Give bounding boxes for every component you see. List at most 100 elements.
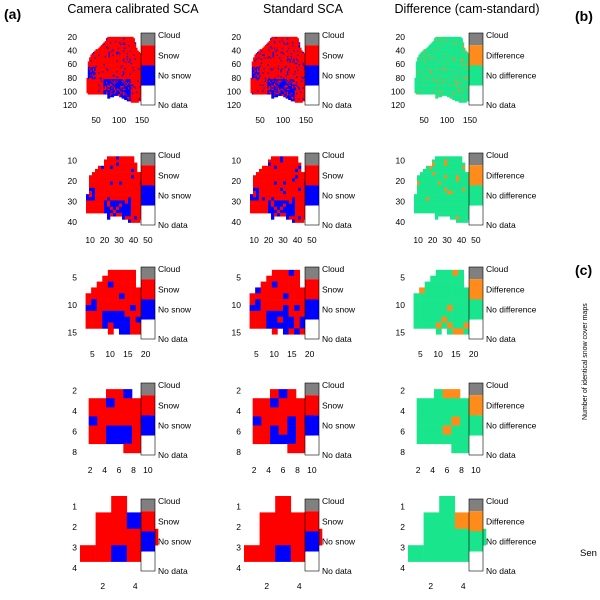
- map-pixel: [432, 55, 435, 58]
- map-pixel: [436, 40, 439, 43]
- map-pixel: [299, 81, 302, 84]
- map-pixel: [267, 75, 269, 77]
- map-pixel: [272, 79, 275, 81]
- map-pixel: [117, 91, 120, 94]
- map-pixel: [283, 50, 285, 53]
- map-pixel: [271, 72, 273, 75]
- map-pixel: [94, 83, 96, 85]
- map-pixel: [276, 81, 279, 84]
- map-pixel: [134, 57, 137, 59]
- map-pixel: [277, 65, 280, 68]
- map-pixel: [454, 55, 457, 58]
- map-pixel: [458, 58, 461, 61]
- map-pixel: [96, 88, 99, 91]
- map-pixel: [124, 45, 126, 47]
- map-pixel: [302, 66, 305, 69]
- map-pixel: [104, 54, 107, 57]
- map-pixel: [280, 91, 282, 94]
- map-pixel: [129, 36, 131, 39]
- map-pixel: [99, 60, 102, 62]
- map-pixel: [290, 64, 293, 66]
- map-pixel: [303, 65, 306, 68]
- map-pixel: [458, 75, 461, 77]
- map-pixel: [428, 61, 431, 64]
- map-pixel: [298, 72, 301, 75]
- map-pixel: [466, 68, 469, 70]
- y-tick-label: 20: [68, 32, 78, 42]
- map-pixel: [95, 60, 98, 62]
- map-pixel: [449, 38, 452, 40]
- map-pixel: [129, 51, 131, 54]
- map-pixel: [441, 66, 444, 69]
- map-pixel: [253, 83, 255, 85]
- map-pixel: [449, 68, 452, 70]
- map-pixel: [423, 53, 426, 55]
- map-pixel: [112, 49, 115, 51]
- map-pixel: [119, 51, 121, 54]
- map-pixel: [115, 69, 117, 72]
- map-pixel: [268, 73, 271, 76]
- map-pixel: [115, 62, 117, 65]
- map-pixel: [251, 76, 254, 79]
- map-pixel: [290, 51, 293, 54]
- map-pixel: [137, 69, 139, 72]
- map-pixel: [86, 79, 89, 81]
- map-pixel: [94, 60, 96, 62]
- map-pixel: [421, 65, 423, 68]
- map-pixel: [258, 79, 260, 81]
- map-pixel: [276, 57, 279, 59]
- map-pixel: [90, 91, 92, 94]
- map-pixel: [90, 57, 92, 59]
- map-pixel: [107, 75, 109, 77]
- map-pixel: [281, 88, 284, 91]
- map-pixel: [100, 88, 103, 91]
- map-pixel: [454, 62, 457, 65]
- map-pixel: [115, 91, 117, 94]
- map-pixel: [294, 47, 297, 50]
- map-pixel: [299, 61, 302, 64]
- map-pixel: [134, 83, 137, 85]
- map-pixel: [454, 40, 457, 43]
- map-pixel: [272, 46, 275, 49]
- map-pixel: [292, 88, 294, 91]
- map-pixel: [117, 87, 120, 90]
- map-pixel: [254, 68, 256, 70]
- map-pixel: [281, 92, 284, 95]
- map-pixel: [427, 66, 430, 69]
- map-pixel: [258, 55, 260, 58]
- map-pixel: [460, 64, 462, 66]
- map-pixel: [436, 72, 439, 75]
- map-pixel: [281, 39, 284, 42]
- panel-label-c: (c): [575, 262, 593, 278]
- map-pixel: [139, 95, 142, 98]
- map-pixel: [427, 58, 430, 61]
- map-pixel: [120, 83, 122, 85]
- map-pixel: [298, 57, 301, 59]
- map-pixel: [132, 50, 134, 53]
- map-pixel: [467, 58, 470, 61]
- map-pixel: [273, 64, 276, 66]
- map-pixel: [260, 80, 263, 83]
- map-pixel: [303, 96, 306, 99]
- map-pixel: [117, 61, 120, 64]
- map-pixel: [120, 73, 122, 76]
- map-pixel: [120, 92, 122, 95]
- map-pixel: [130, 46, 133, 49]
- map-pixel: [271, 91, 273, 94]
- map-pixel: [432, 47, 435, 50]
- map-pixel: [436, 58, 439, 61]
- map-pixel: [258, 86, 260, 88]
- map-pixel: [124, 94, 126, 96]
- map-pixel: [126, 49, 129, 51]
- map-pixel: [111, 46, 113, 49]
- map-pixel: [122, 71, 125, 73]
- map-pixel: [465, 71, 467, 73]
- map-pixel: [96, 51, 99, 54]
- map-pixel: [89, 80, 91, 83]
- map-pixel: [461, 71, 463, 73]
- map-pixel: [113, 50, 116, 53]
- map-pixel: [444, 53, 446, 55]
- map-pixel: [108, 94, 111, 96]
- map-pixel: [112, 36, 115, 39]
- map-pixel: [454, 71, 457, 73]
